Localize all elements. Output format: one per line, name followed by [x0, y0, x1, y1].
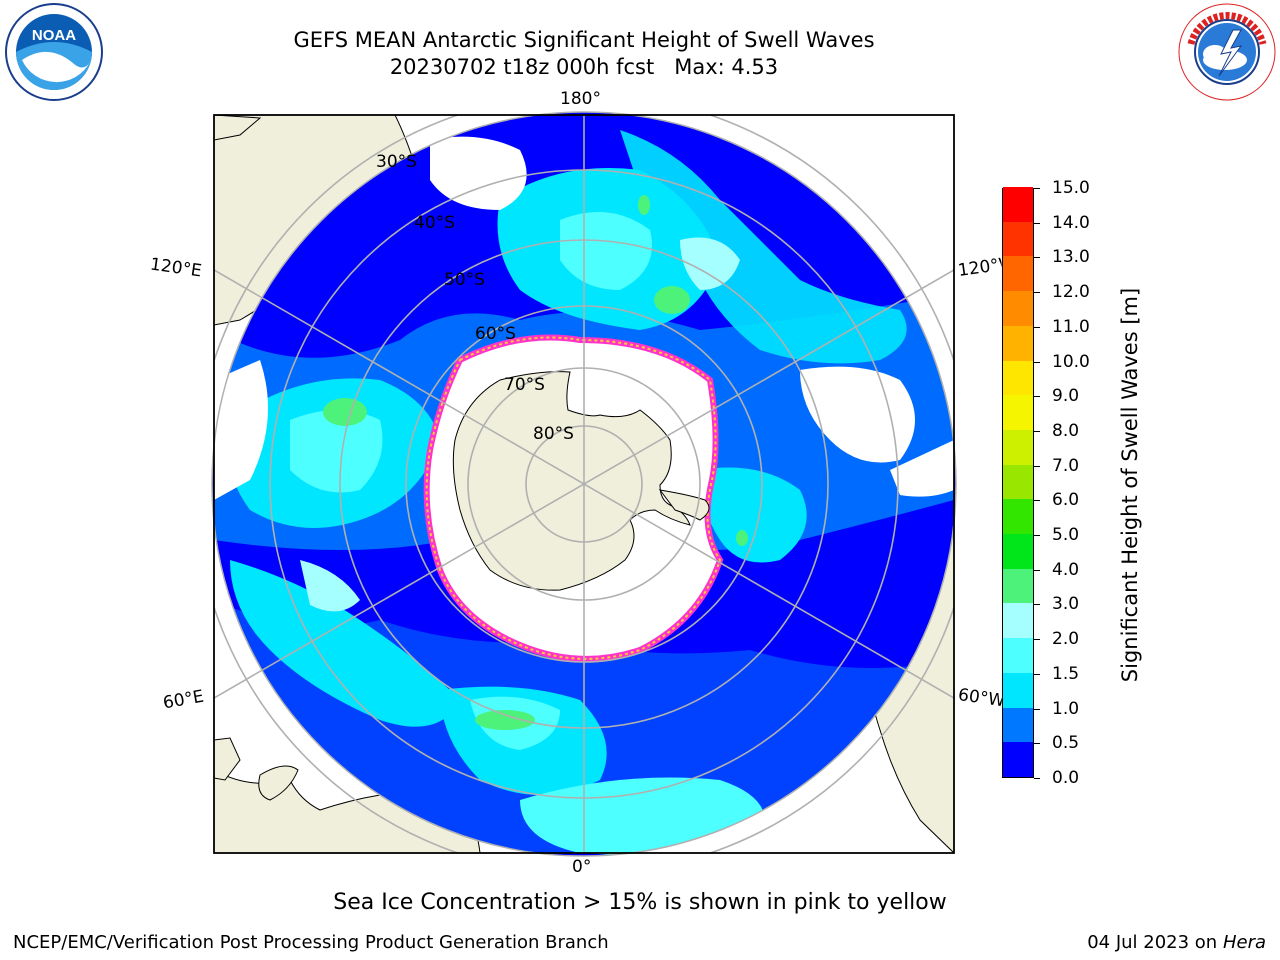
map-frame — [213, 114, 955, 854]
map-title: GEFS MEAN Antarctic Significant Height o… — [293, 28, 875, 52]
colorbar-segment — [1003, 498, 1033, 535]
colorbar-tick-label: 3.0 — [1052, 594, 1080, 615]
noaa-logo: NOAA — [5, 3, 103, 101]
colorbar-tick — [1034, 778, 1040, 779]
lat-label-30s: 30°S — [376, 152, 417, 172]
colorbar-tick — [1034, 604, 1040, 606]
colorbar-segment — [1003, 707, 1033, 743]
map-subtitle: 20230702 t18z 000h fcst Max: 4.53 — [389, 55, 779, 79]
colorbar-segment — [1003, 360, 1033, 396]
colorbar-tick — [1034, 535, 1040, 537]
colorbar-segment — [1003, 602, 1033, 639]
colorbar-tick — [1034, 569, 1040, 571]
colorbar-segment — [1003, 741, 1033, 777]
australia-land-2 — [214, 115, 262, 141]
colorbar-tick-label: 5.0 — [1052, 525, 1080, 546]
lon-label-180: 180° — [560, 89, 601, 109]
madagascar-land — [214, 737, 241, 781]
footer-date-text: 04 Jul 2023 on — [1087, 932, 1223, 953]
colorbar-tick — [1034, 639, 1040, 641]
colorbar-tick — [1034, 708, 1040, 710]
colorbar-tick-label: 15.0 — [1052, 178, 1090, 198]
colorbar-tick — [1034, 396, 1040, 398]
colorbar-segment — [1003, 429, 1033, 465]
colorbar-tick — [1034, 361, 1040, 363]
colorbar-tick-label: 0.5 — [1052, 733, 1080, 754]
lat-label-80s: 80°S — [533, 424, 574, 444]
colorbar-tick — [1034, 257, 1040, 259]
colorbar-tick-label: 14.0 — [1052, 212, 1090, 233]
colorbar-tick — [1034, 430, 1040, 432]
colorbar-tick — [1034, 292, 1040, 294]
colorbar-segment — [1003, 255, 1033, 292]
colorbar-tick-label: 2.0 — [1052, 629, 1080, 650]
graticule — [214, 115, 954, 853]
colorbar-tick-label: 9.0 — [1052, 386, 1080, 407]
colorbar-tick-label: 1.5 — [1052, 663, 1080, 684]
colorbar-segment — [1003, 464, 1033, 500]
colorbar — [1002, 186, 1034, 778]
footer-date: 04 Jul 2023 on Hera — [1087, 932, 1266, 953]
colorbar-segment — [1003, 394, 1033, 430]
colorbar-tick-label: 12.0 — [1052, 282, 1090, 303]
colorbar-segment — [1003, 290, 1033, 326]
colorbar-segment — [1003, 533, 1033, 569]
colorbar-label: Significant Height of Swell Waves [m] — [1118, 287, 1142, 683]
colorbar-tick-label: 13.0 — [1052, 247, 1090, 268]
colorbar-tick — [1034, 465, 1040, 467]
antarctica-land — [452, 371, 691, 591]
footer-host: Hera — [1222, 932, 1266, 953]
colorbar-tick — [1034, 188, 1040, 189]
colorbar-tick — [1034, 673, 1040, 675]
colorbar-tick — [1034, 500, 1040, 502]
lat-label-50s: 50°S — [444, 270, 485, 290]
colorbar-segment — [1003, 186, 1033, 222]
colorbar-tick-label: 11.0 — [1052, 316, 1090, 337]
colorbar-tick-label: 0.0 — [1052, 768, 1080, 788]
noaa-logo-text: NOAA — [32, 27, 76, 44]
colorbar-segment — [1003, 672, 1033, 708]
footer-credit: NCEP/EMC/Verification Post Processing Pr… — [13, 932, 609, 953]
colorbar-tick — [1034, 222, 1040, 224]
colorbar-tick-label: 7.0 — [1052, 455, 1080, 476]
lat-label-70s: 70°S — [504, 375, 545, 395]
nws-logo — [1178, 3, 1276, 101]
colorbar-segment — [1003, 325, 1033, 361]
colorbar-tick-label: 10.0 — [1052, 351, 1090, 372]
colorbar-segment — [1003, 568, 1033, 604]
sea-ice-caption: Sea Ice Concentration > 15% is shown in … — [333, 890, 947, 915]
lat-label-60s: 60°S — [475, 324, 516, 344]
colorbar-segment — [1003, 221, 1033, 257]
colorbar-tick-label: 8.0 — [1052, 420, 1080, 441]
colorbar-tick-label: 1.0 — [1052, 698, 1080, 719]
madagascar-island — [258, 765, 299, 801]
colorbar-tick — [1034, 743, 1040, 745]
colorbar-tick — [1034, 326, 1040, 328]
colorbar-tick-label: 4.0 — [1052, 559, 1080, 580]
colorbar-tick-label: 6.0 — [1052, 490, 1080, 511]
colorbar-segment — [1003, 637, 1033, 673]
lat-label-40s: 40°S — [414, 213, 455, 233]
lon-label-0: 0° — [572, 857, 592, 877]
